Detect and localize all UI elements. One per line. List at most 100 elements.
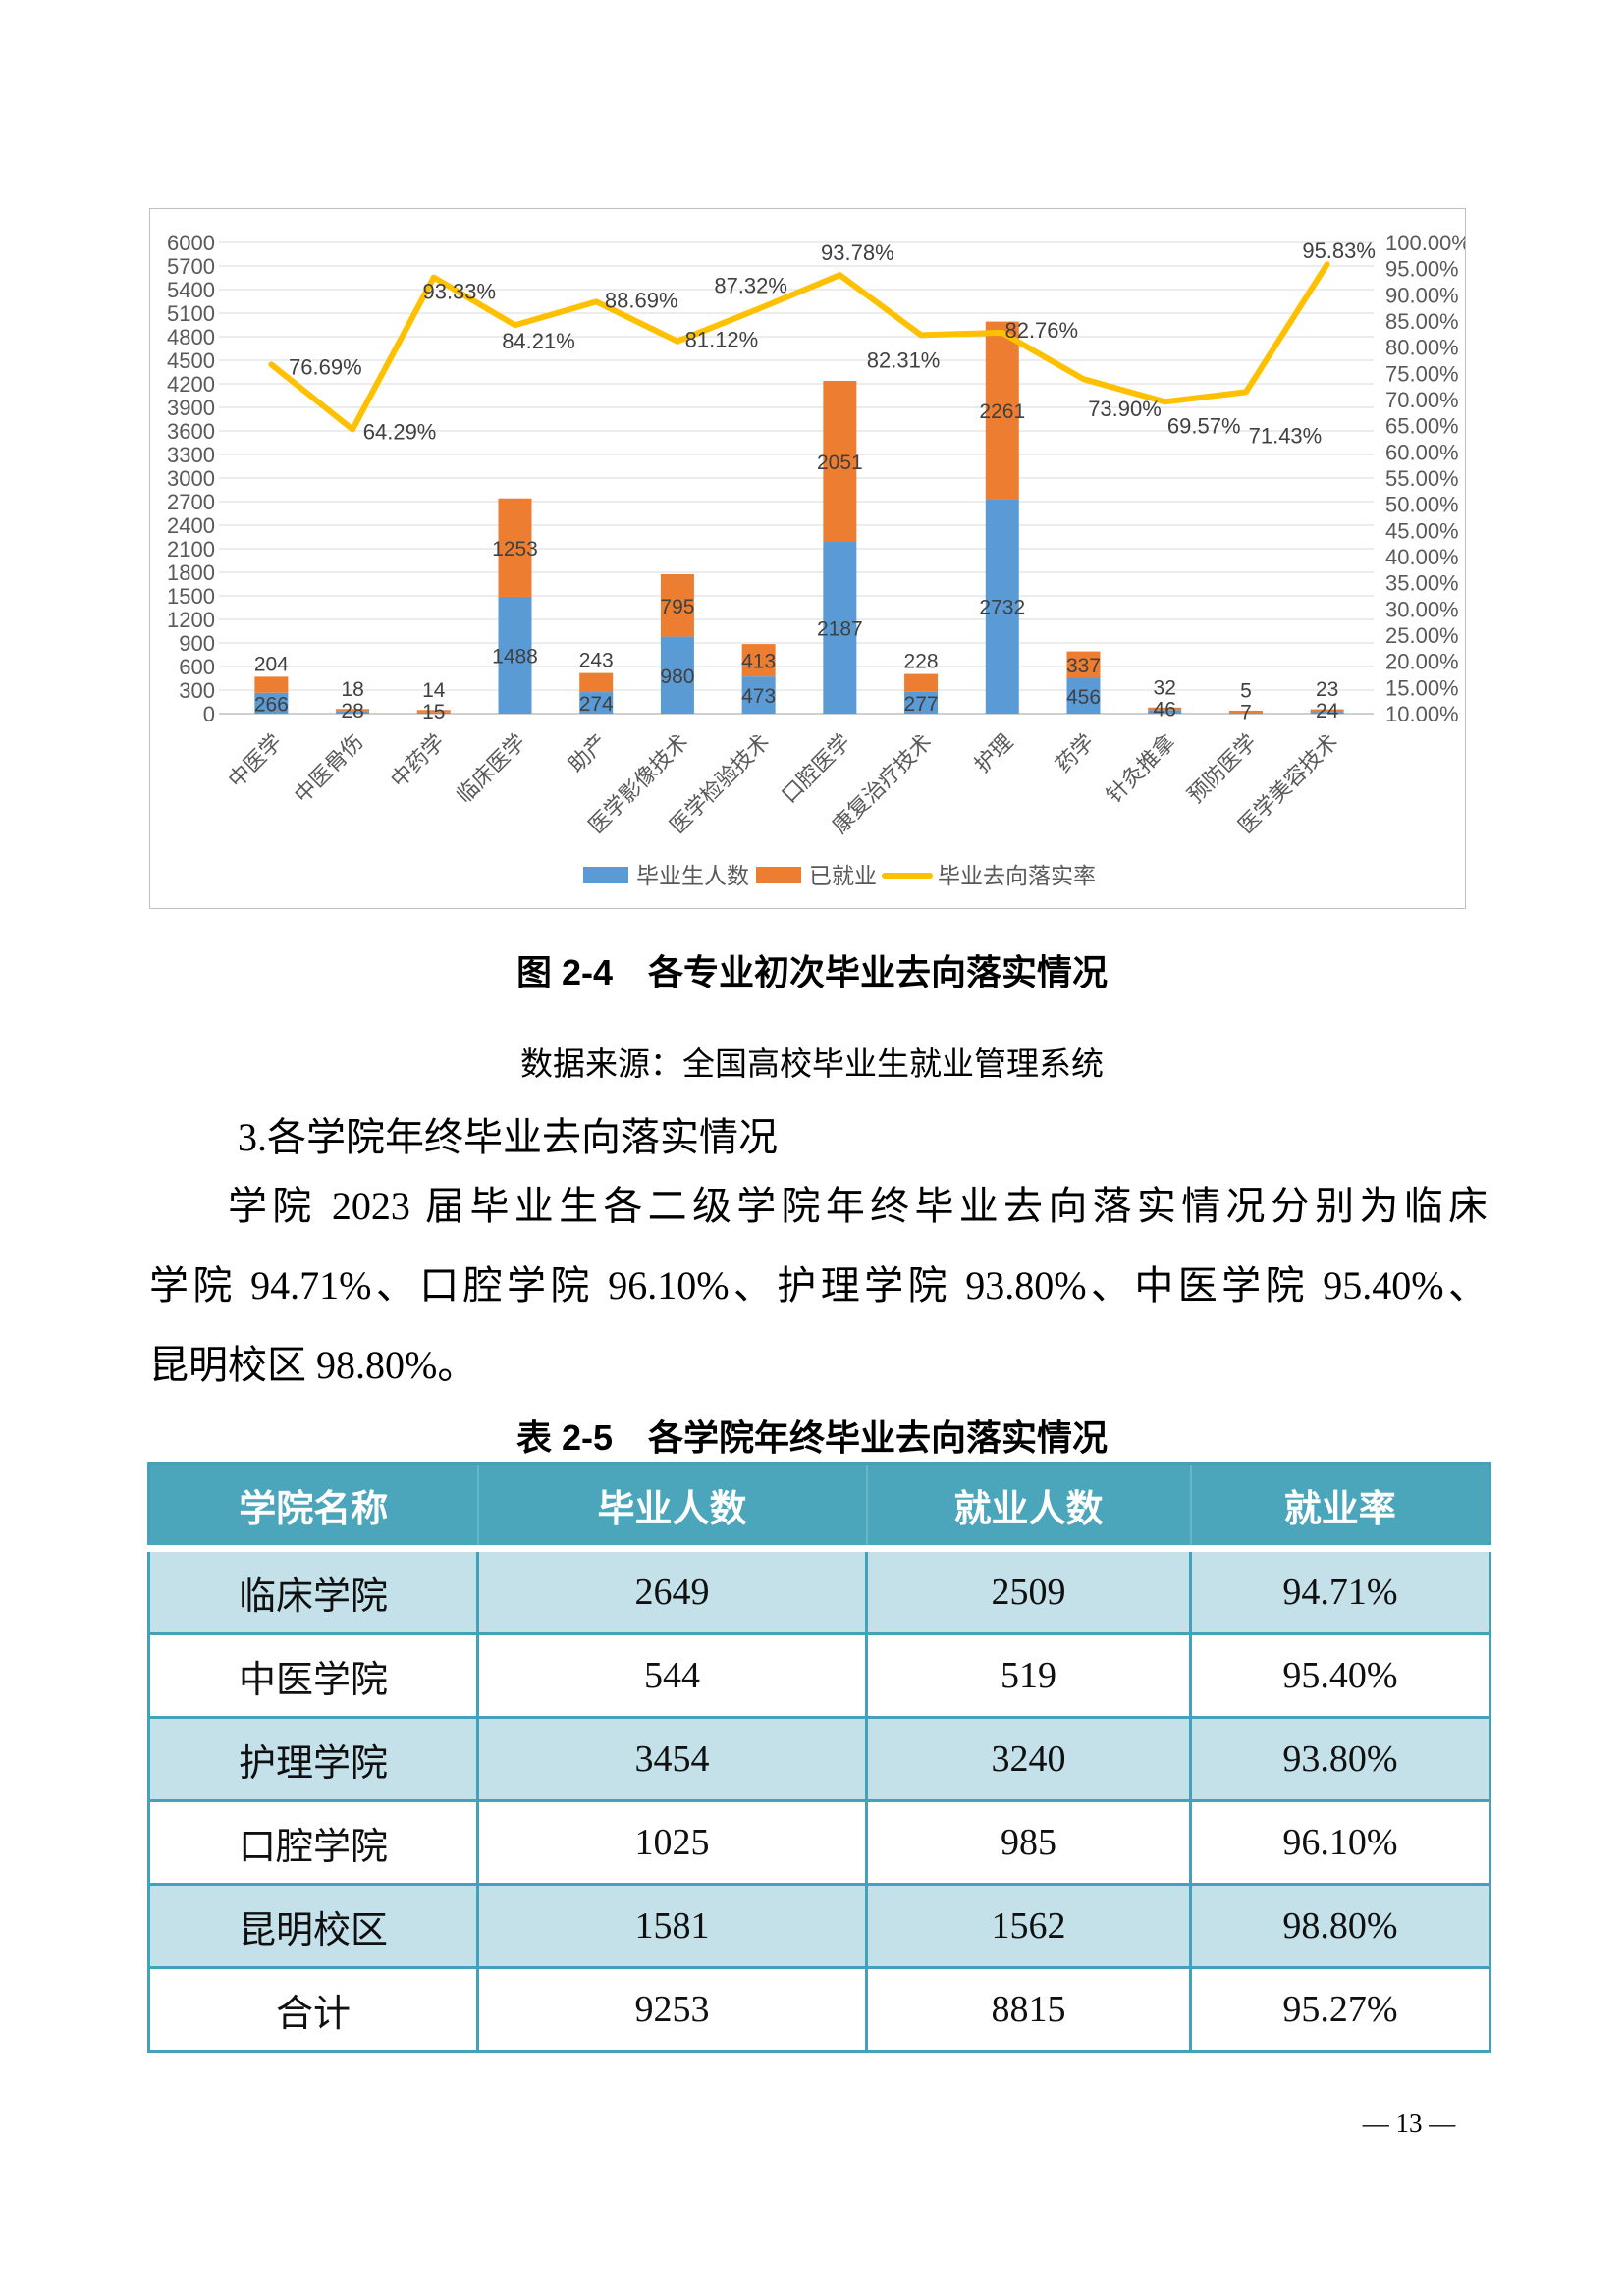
table-cell: 519 (865, 1632, 1192, 1719)
right-axis-tick-label: 30.00% (1385, 597, 1459, 621)
table-caption: 表 2-5 各学院年终毕业去向落实情况 (515, 1417, 1109, 1458)
rate-value-label: 81.12% (685, 328, 759, 352)
bar-value-label: 456 (1066, 686, 1101, 709)
rate-value-label: 93.78% (821, 240, 894, 265)
bar-employed (904, 673, 939, 692)
left-axis-tick-label: 5100 (167, 301, 215, 326)
left-axis-tick-label: 1800 (167, 561, 215, 585)
right-axis-tick-label: 40.00% (1385, 545, 1459, 569)
table-cell: 94.71% (1189, 1547, 1491, 1635)
category-label: 助产 (564, 729, 612, 777)
table-row: 护理学院 3454 3240 93.80% (147, 1716, 1491, 1802)
bar-value-label: 274 (579, 693, 614, 716)
bar-value-label: 795 (660, 596, 694, 618)
table-cell: 9253 (476, 1966, 868, 2053)
body-paragraph: 学院 2023 届毕业生各二级学院年终毕业去向落实情况分别为临床 学院 94.7… (149, 1166, 1488, 1405)
bar-value-label: 15 (422, 701, 445, 723)
table-cell: 临床学院 (147, 1547, 479, 1635)
left-axis-tick-label: 2400 (167, 513, 215, 538)
table-cell: 昆明校区 (147, 1883, 479, 1969)
right-axis-tick-label: 70.00% (1385, 388, 1459, 412)
table-cell: 93.80% (1189, 1716, 1491, 1802)
legend-label: 毕业去向落实率 (938, 863, 1096, 888)
right-axis-tick-label: 65.00% (1385, 414, 1459, 439)
section-heading: 3.各学院年终毕业去向落实情况 (238, 1115, 778, 1159)
legend-swatch-employed (756, 867, 801, 883)
rate-value-label: 82.76% (1004, 318, 1078, 343)
right-axis-labels: 100.00%95.00%90.00%85.00%80.00%75.00%70.… (1385, 231, 1465, 726)
bar-value-label: 1488 (492, 645, 538, 667)
category-label: 中医骨伤 (290, 729, 368, 808)
bar-graduates (904, 691, 939, 714)
right-axis-tick-label: 50.00% (1385, 493, 1459, 517)
bar-employed (1228, 710, 1263, 714)
table-cell: 544 (476, 1632, 868, 1719)
rate-value-labels: 76.69% 64.29% 93.33% 84.21% 88.69% 81.12% 87.3… (289, 239, 1376, 448)
legend-label: 毕业生人数 (636, 863, 749, 888)
bar-graduates (823, 542, 857, 714)
page-number: — 13 — (1362, 2109, 1456, 2138)
right-axis-tick-label: 55.00% (1385, 466, 1459, 491)
left-axis-tick-label: 900 (179, 631, 215, 656)
rate-value-label: 87.32% (714, 274, 787, 298)
category-label: 药学 (1051, 729, 1099, 777)
left-axis-tick-label: 2100 (167, 537, 215, 561)
left-axis-tick-label: 2700 (167, 490, 215, 514)
bar-employed (336, 709, 370, 712)
table-body: 临床学院 2649 2509 94.71% 中医学院 544 519 95.40% 护理学院 34… (147, 1547, 1491, 2053)
category-label: 护理 (970, 729, 1018, 777)
left-axis-tick-label: 1200 (167, 608, 215, 632)
table-cell: 2649 (476, 1547, 868, 1635)
bar-graduates (579, 692, 614, 714)
bar-graduates (336, 711, 370, 714)
figure-source: 数据来源：全国高校毕业生就业管理系统 (520, 1047, 1104, 1083)
table-cell: 95.27% (1189, 1966, 1491, 2053)
right-axis-tick-label: 10.00% (1385, 702, 1459, 726)
bar-graduates (254, 692, 289, 714)
bar-value-label: 1253 (492, 538, 538, 561)
table-cell: 1025 (476, 1799, 868, 1886)
table-cell: 98.80% (1189, 1883, 1491, 1969)
table-cell: 96.10% (1189, 1799, 1491, 1886)
table-row: 临床学院 2649 2509 94.71% (147, 1547, 1491, 1635)
rate-value-label: 64.29% (363, 419, 437, 444)
bar-value-label: 7 (1240, 701, 1252, 723)
bar-value-label: 2732 (979, 597, 1025, 619)
bar-value-label: 5 (1240, 679, 1252, 702)
paragraph-line: 学院 94.71%、口腔学院 96.10%、护理学院 93.80%、中医学院 9… (149, 1263, 1488, 1308)
bar-value-label: 28 (341, 700, 363, 722)
right-axis-tick-label: 80.00% (1385, 336, 1459, 360)
bar-graduates (1066, 677, 1101, 714)
bar-employed (1148, 707, 1182, 711)
rate-value-label: 82.31% (867, 347, 941, 372)
table-row: 中医学院 544 519 95.40% (147, 1632, 1491, 1719)
bar-value-label: 266 (254, 693, 289, 716)
left-axis-tick-label: 300 (179, 678, 215, 703)
table-row: 合计 9253 8815 95.27% (147, 1966, 1491, 2053)
bar-graduates (416, 712, 451, 714)
left-axis-labels: 0300600900120015001800210024002700300033… (167, 231, 215, 726)
category-label: 临床医学 (452, 729, 530, 808)
category-label: 中医学 (224, 729, 287, 792)
bar-employed (416, 710, 451, 713)
table-cell: 护理学院 (147, 1716, 479, 1802)
bar-value-label: 473 (741, 685, 776, 708)
left-axis-tick-label: 3000 (167, 466, 215, 491)
left-axis-tick-label: 3900 (167, 396, 215, 420)
grid-lines (219, 241, 1374, 715)
right-axis-tick-label: 60.00% (1385, 440, 1459, 464)
bar-value-label: 23 (1316, 678, 1338, 701)
rate-line (268, 261, 1330, 433)
bar-employed (498, 498, 532, 597)
paragraph-line: 学院 2023 届毕业生各二级学院年终毕业去向落实情况分别为临床 (228, 1184, 1488, 1228)
bar-value-label: 2187 (817, 618, 863, 641)
table-header-cell: 学院名称 (148, 1463, 478, 1552)
table-cell: 985 (865, 1799, 1192, 1886)
bar-employed (741, 644, 776, 677)
bar-graduates (1310, 712, 1344, 714)
bars-group (254, 321, 1344, 715)
category-label: 预防医学 (1183, 729, 1262, 808)
right-axis-tick-label: 75.00% (1385, 361, 1459, 386)
table-row: 昆明校区 1581 1562 98.80% (147, 1883, 1491, 1969)
